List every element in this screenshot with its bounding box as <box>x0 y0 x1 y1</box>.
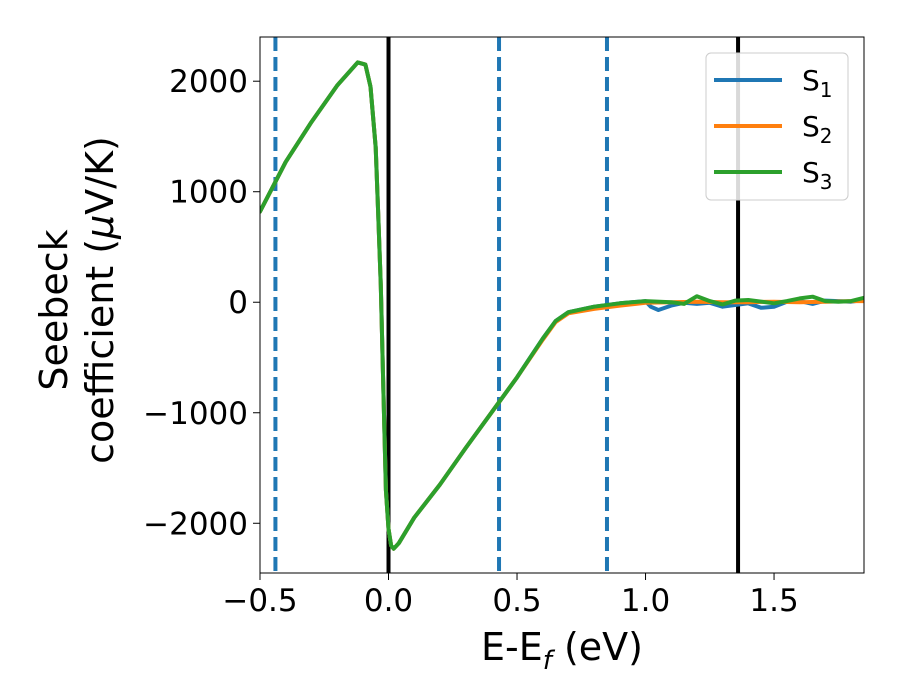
x-tick-label: 1.5 <box>749 583 798 619</box>
y-tick-label: −2000 <box>143 506 248 542</box>
x-tick-label: 1.0 <box>621 583 670 619</box>
plot-frame <box>259 36 865 574</box>
x-tick-label: −0.5 <box>222 583 297 619</box>
series-lines <box>260 60 864 551</box>
y-tick-label: −1000 <box>143 396 248 432</box>
y-tick-label: 2000 <box>169 64 248 100</box>
x-axis-label: E-Ef (eV) <box>481 625 643 676</box>
x-axis-ticks: −0.5 0.0 0.5 1.0 1.5 <box>222 573 799 619</box>
x-tick-label: 0.5 <box>492 583 541 619</box>
y-tick-label: 0 <box>228 285 248 321</box>
legend: S1 S2 S3 <box>705 52 849 201</box>
x-tick-label: 0.0 <box>364 583 413 619</box>
y-axis-label-line1: Seebeck <box>32 229 76 390</box>
y-tick-label: 1000 <box>169 175 248 211</box>
y-axis-label-line2: coefficient (μV/K) <box>78 136 122 464</box>
y-axis-ticks: −2000 −1000 0 1000 2000 <box>143 64 260 542</box>
series-line-s3 <box>260 60 864 551</box>
legend-label-s2: S2 <box>802 110 833 148</box>
legend-label-s1: S1 <box>802 64 833 102</box>
y-axis-label: Seebeck coefficient (μV/K) <box>32 136 122 464</box>
legend-label-s3: S3 <box>802 156 833 194</box>
